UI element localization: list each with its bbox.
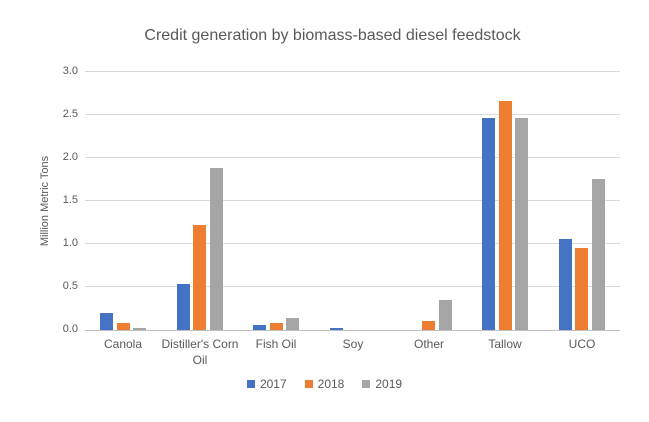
legend-swatch-icon (362, 380, 371, 388)
bar-2018-distiller-s-corn-oil (193, 225, 206, 330)
bar-2018-tallow (499, 101, 512, 330)
legend-label: 2018 (317, 377, 345, 391)
gridline (85, 243, 620, 244)
legend-swatch-icon (246, 380, 255, 388)
legend-label: 2019 (375, 377, 403, 391)
y-tick-label: 1.5 (62, 194, 78, 206)
bar-2019-uco (592, 179, 605, 330)
x-category-label: Distiller's Corn Oil (161, 337, 239, 368)
x-category-label: UCO (568, 337, 596, 351)
bar-2017-distiller-s-corn-oil (177, 284, 190, 330)
y-tick-label: 1.0 (62, 237, 78, 249)
gridline (85, 286, 620, 287)
bar-2018-canola (117, 323, 130, 330)
y-tick-label: 0.0 (62, 323, 78, 335)
bar-2019-distiller-s-corn-oil (210, 168, 223, 330)
y-tick-label: 3.0 (62, 65, 78, 77)
x-category-label: Other (413, 337, 444, 351)
y-tick-label: 0.5 (62, 280, 78, 292)
plot-area (85, 71, 620, 331)
bar-2018-uco (575, 248, 588, 330)
legend-swatch-icon (304, 380, 313, 388)
bar-2017-canola (100, 313, 113, 330)
y-tick-label: 2.5 (62, 108, 78, 120)
x-category-label: Canola (103, 337, 143, 351)
bar-2017-soy (330, 328, 343, 330)
legend: 2017 2018 2019 (0, 377, 649, 391)
gridline (85, 114, 620, 115)
chart-title: Credit generation by biomass-based diese… (144, 27, 521, 44)
bar-2018-other (422, 321, 435, 330)
gridline (85, 71, 620, 72)
legend-item-2019: 2019 (362, 377, 402, 391)
gridline (85, 157, 620, 158)
legend-item-2018: 2018 (304, 377, 345, 391)
y-tick-label: 2.0 (62, 151, 78, 163)
gridline (85, 200, 620, 201)
x-category-label: Tallow (488, 337, 522, 351)
x-category-label: Fish Oil (255, 337, 297, 351)
bar-2018-fish-oil (270, 323, 283, 330)
legend-label: 2017 (259, 377, 287, 391)
bar-2019-tallow (515, 118, 528, 330)
bar-2019-fish-oil (286, 318, 299, 330)
legend-item-2017: 2017 (246, 377, 287, 391)
bar-2017-uco (559, 239, 572, 330)
x-category-label: Soy (342, 337, 364, 351)
bar-2017-tallow (482, 118, 495, 330)
bar-2017-fish-oil (253, 325, 266, 330)
bar-2019-other (439, 300, 452, 330)
bar-2019-canola (133, 328, 146, 330)
